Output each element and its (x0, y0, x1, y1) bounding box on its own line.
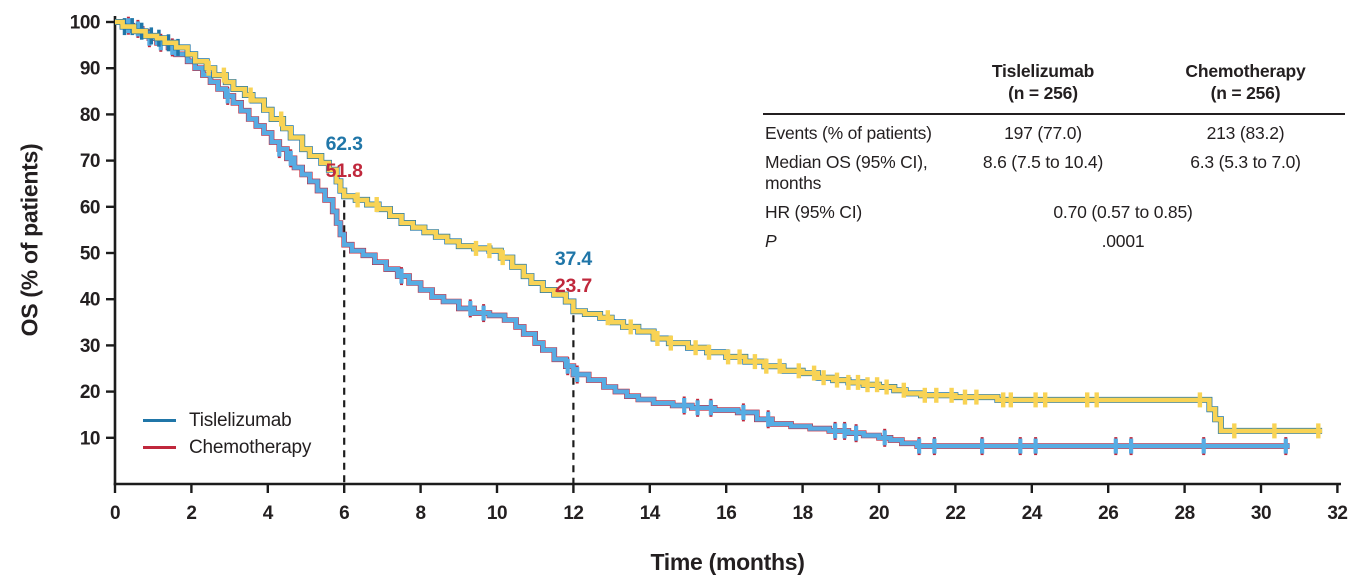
y-axis-title: OS (% of patients) (16, 143, 43, 337)
y-tick-label: 10 (80, 428, 100, 449)
annotation-6-months: 62.3 51.8 (299, 131, 389, 185)
y-tick-label: 70 (80, 151, 100, 172)
annotation-12mo-chemotherapy-value: 23.7 (554, 275, 592, 298)
y-tick-label: 90 (80, 59, 100, 80)
y-tick-label: 30 (80, 336, 100, 357)
table-row-hazard-ratio: HR (95% CI) 0.70 (0.57 to 0.85) (763, 202, 1345, 223)
stats-header-chemotherapy: Chemotherapy (n = 256) (1148, 60, 1343, 104)
x-tick-label: 20 (869, 503, 889, 524)
x-tick-label: 12 (563, 503, 583, 524)
stats-table: Tislelizumab (n = 256) Chemotherapy (n =… (763, 60, 1345, 252)
stats-header-tislelizumab: Tislelizumab (n = 256) (953, 60, 1133, 104)
x-tick-label: 2 (186, 503, 196, 524)
annotation-6mo-tislelizumab-value: 62.3 (325, 133, 363, 156)
x-tick-label: 8 (416, 503, 426, 524)
row-label: HR (95% CI) (765, 202, 862, 222)
y-tick-label: 50 (80, 244, 100, 265)
header-arm-n: (n = 256) (1210, 83, 1281, 103)
table-row-p-value: P .0001 (763, 231, 1345, 252)
x-tick-label: 14 (640, 503, 661, 524)
header-arm-name: Chemotherapy (1185, 61, 1306, 81)
x-tick-label: 28 (1175, 503, 1195, 524)
annotation-12-months: 37.4 23.7 (528, 246, 618, 300)
median-os-tislelizumab-value: 8.6 (7.5 to 10.4) (982, 152, 1104, 172)
tislelizumab-line-swatch (143, 418, 176, 423)
chemotherapy-curve-highlight (115, 19, 1290, 449)
x-tick-label: 18 (793, 503, 813, 524)
median-os-chemotherapy-value: 6.3 (5.3 to 7.0) (1190, 152, 1301, 172)
x-tick-label: 16 (716, 503, 736, 524)
p-value: .0001 (1101, 231, 1145, 251)
x-tick-label: 6 (339, 503, 349, 524)
row-label: Median OS (95% CI), months (765, 152, 928, 193)
stats-table-header: Tislelizumab (n = 256) Chemotherapy (n =… (763, 60, 1345, 106)
legend-label-tislelizumab: Tislelizumab (189, 409, 292, 431)
events-tislelizumab-value: 197 (77.0) (1004, 123, 1082, 143)
annotation-12mo-tislelizumab-value: 37.4 (554, 248, 592, 271)
x-axis-title: Time (months) (650, 549, 805, 575)
table-row-median-os: Median OS (95% CI), months 8.6 (7.5 to 1… (763, 152, 1345, 194)
x-tick-label: 30 (1251, 503, 1271, 524)
y-tick-label: 20 (80, 382, 100, 403)
legend-label-chemotherapy: Chemotherapy (189, 436, 312, 458)
events-chemotherapy-value: 213 (83.2) (1206, 123, 1285, 143)
y-tick-label: 80 (80, 105, 100, 126)
x-tick-label: 24 (1022, 503, 1043, 524)
legend: Tislelizumab Chemotherapy (143, 407, 311, 461)
x-tick-label: 0 (110, 503, 120, 524)
table-row-events: Events (% of patients) 197 (77.0) 213 (8… (763, 123, 1345, 144)
table-rule (763, 113, 1345, 115)
x-tick-label: 26 (1098, 503, 1118, 524)
legend-item-tislelizumab: Tislelizumab (143, 407, 311, 434)
annotation-6mo-chemotherapy-value: 51.8 (325, 160, 363, 183)
x-tick-label: 4 (263, 503, 274, 524)
chemotherapy-line-swatch (143, 445, 176, 450)
y-tick-label: 40 (80, 290, 100, 311)
y-tick-label: 100 (70, 13, 100, 34)
legend-item-chemotherapy: Chemotherapy (143, 434, 311, 461)
x-tick-label: 22 (945, 503, 965, 524)
row-label: Events (% of patients) (765, 123, 932, 143)
header-arm-n: (n = 256) (1008, 83, 1078, 103)
x-tick-label: 32 (1327, 503, 1347, 524)
header-arm-name: Tislelizumab (991, 61, 1095, 81)
row-label: P (765, 231, 777, 251)
x-tick-label: 10 (487, 503, 507, 524)
y-tick-label: 60 (80, 197, 100, 218)
hazard-ratio-value: 0.70 (0.57 to 0.85) (1053, 202, 1193, 222)
